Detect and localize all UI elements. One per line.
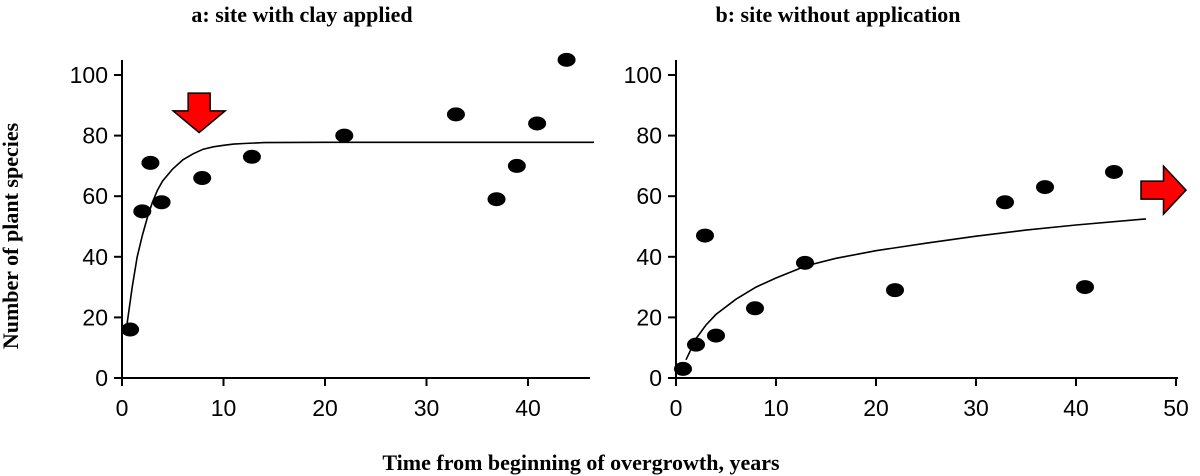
panel-a-x-tick-label: 10	[211, 395, 237, 421]
panel-a-x-tick-label: 0	[116, 395, 129, 421]
panel-a-data-point	[557, 52, 576, 67]
x-axis-label: Time from beginning of overgrowth, years	[382, 450, 780, 475]
panel-b-y-tick-label: 0	[649, 365, 662, 391]
panel-a-arrow	[171, 92, 228, 134]
panel-b-x-tick-label: 20	[863, 395, 889, 421]
panel-b-data-point	[687, 337, 705, 352]
panel-a: 0 20 40 60 80 100 0 10 20 30 40	[70, 52, 594, 421]
panel-b-data-point	[746, 301, 764, 316]
panel-a-title: a: site with clay applied	[191, 2, 412, 27]
panel-b-data-point	[707, 328, 725, 343]
panel-a-y-tick-label: 100	[70, 62, 108, 88]
panel-b-arrow	[1140, 164, 1188, 217]
panel-b: 0 20 40 60 80 100 0 10 20 30 40 50	[624, 60, 1189, 421]
y-axis-label: Number of plant species	[0, 122, 23, 349]
panel-b-y-tick-label: 60	[636, 183, 662, 209]
panel-a-x-tick-label: 20	[312, 395, 338, 421]
panel-a-fit-curve	[126, 141, 594, 324]
panel-b-data-point	[674, 361, 692, 376]
panel-b-y-tick-label: 100	[624, 62, 662, 88]
panel-b-x-tick-label: 30	[963, 395, 989, 421]
panel-a-y-tick-label: 80	[82, 123, 108, 149]
panel-b-x-tick-label: 0	[670, 395, 683, 421]
panel-a-y-tick-label: 0	[95, 365, 108, 391]
panel-a-data-point	[487, 192, 506, 207]
panel-b-x-tick-label: 10	[763, 395, 789, 421]
panel-a-data-point	[335, 128, 354, 143]
panel-a-y-tick-label: 40	[82, 244, 108, 270]
panel-a-y-tick-label: 60	[82, 183, 108, 209]
panel-a-data-point	[121, 322, 140, 337]
panel-a-data-point	[152, 195, 171, 210]
panel-a-data-point	[242, 149, 261, 164]
panel-a-data-point	[141, 155, 160, 170]
panel-b-y-tick-label: 20	[636, 304, 662, 330]
panel-a-data-point	[528, 116, 547, 131]
panel-b-data-point	[696, 228, 714, 243]
panel-b-title: b: site without application	[715, 2, 960, 27]
panel-b-y-tick-label: 80	[636, 123, 662, 149]
panel-a-x-tick-label: 30	[414, 395, 440, 421]
panel-b-data-point	[796, 255, 814, 270]
panel-a-data-point	[193, 171, 212, 186]
panel-b-data-point	[1105, 164, 1123, 179]
panel-a-data-point	[446, 107, 465, 122]
panel-b-y-tick-label: 40	[636, 244, 662, 270]
panel-b-x-tick-label: 40	[1063, 395, 1089, 421]
panel-a-y-tick-label: 20	[82, 304, 108, 330]
panel-b-x-tick-label: 50	[1163, 395, 1189, 421]
panel-a-data-point	[507, 158, 526, 173]
panel-b-data-point	[1036, 180, 1054, 195]
panel-a-data-point	[133, 204, 152, 219]
panel-b-data-point	[996, 195, 1014, 210]
panel-b-data-point	[886, 283, 904, 298]
panel-a-x-tick-label: 40	[515, 395, 541, 421]
panel-b-data-point	[1076, 280, 1094, 295]
